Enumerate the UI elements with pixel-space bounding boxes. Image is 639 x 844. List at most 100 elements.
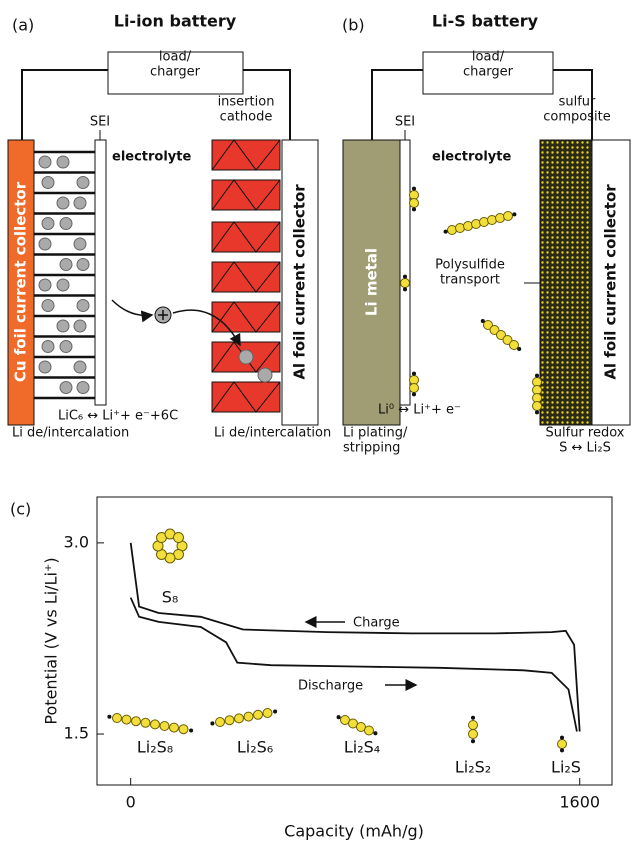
- li-atom: [412, 372, 416, 376]
- x-axis-label: Capacity (mAh/g): [284, 822, 424, 841]
- transport-label: Polysulfidetransport: [435, 257, 505, 287]
- li-ion: [239, 350, 253, 364]
- cathode-block: [212, 180, 280, 210]
- process-label: Li de/intercalation: [214, 426, 331, 441]
- li-ion: [60, 218, 72, 230]
- sulfur-atom: [170, 723, 179, 732]
- electrolyte-label: electrolyte: [112, 150, 191, 165]
- sulfur-atom: [365, 726, 374, 735]
- li-ion: [60, 341, 72, 353]
- curve: [131, 543, 580, 732]
- sulfur-atom: [263, 709, 272, 718]
- li-ion: [258, 368, 272, 382]
- sulfur-composite: [540, 140, 592, 425]
- li-atom: [535, 410, 539, 414]
- li-ion: [77, 300, 89, 312]
- sulfur-atom: [151, 720, 160, 729]
- li-ion: [60, 382, 72, 394]
- sulfur-atom: [160, 722, 169, 731]
- li-atom: [517, 347, 521, 351]
- li-ion: [39, 361, 51, 373]
- li-atom: [403, 287, 407, 291]
- cathode-block: [212, 302, 280, 332]
- sei-layer: [95, 140, 106, 405]
- li-atom: [444, 230, 448, 234]
- li-ion: [42, 218, 54, 230]
- sulfur-atom: [216, 718, 225, 727]
- series-label: Discharge: [298, 679, 363, 694]
- y-axis-label: Potential (V vs Li/Li⁺): [42, 557, 61, 724]
- x-tick-label: 0: [126, 793, 136, 812]
- cathode-block: [212, 262, 280, 292]
- reaction: LiC₆ ↔ Li⁺+ e⁻+6C: [58, 409, 178, 424]
- li-ion: [77, 177, 89, 189]
- li-atom: [560, 748, 564, 752]
- sulfur-atom: [469, 730, 478, 739]
- sulfur-atom: [225, 716, 234, 725]
- li-atom: [189, 728, 193, 732]
- species-label: Li₂S₈: [137, 738, 173, 757]
- y-tick-label: 3.0: [64, 532, 89, 551]
- species-label: S₈: [162, 588, 179, 607]
- li-ion: [60, 259, 72, 271]
- panel-label: (a): [12, 16, 34, 35]
- cathode-block: [212, 382, 280, 412]
- anode-label: Li metal: [363, 248, 381, 316]
- li-ion: [57, 156, 69, 168]
- sulfur-atom: [173, 533, 183, 543]
- collector-label: Al foil current collector: [602, 184, 620, 380]
- li-atom: [107, 715, 111, 719]
- li-atom: [412, 207, 416, 211]
- li-atom: [412, 187, 416, 191]
- li-atom: [273, 710, 277, 714]
- species-label: Li₂S₄: [344, 738, 380, 757]
- figure: (a) Li-ion battery load/charger SEI inse…: [0, 0, 639, 844]
- li-ion: [42, 177, 54, 189]
- li-atom: [412, 392, 416, 396]
- sulfur-atom: [141, 718, 150, 727]
- species-label: Li₂S: [551, 758, 581, 777]
- arrow: [112, 300, 152, 315]
- panel-label: (c): [10, 500, 31, 519]
- species-label: Li₂S₂: [455, 758, 491, 777]
- x-tick-label: 1600: [559, 793, 600, 812]
- process-label: Li plating/stripping: [343, 425, 408, 455]
- sulfur-atom: [533, 402, 542, 411]
- li-ion: [57, 279, 69, 291]
- cathode-block: [212, 222, 280, 252]
- panel-c: (c) Capacity (mAh/g) Potential (V vs Li/…: [10, 497, 612, 841]
- polysulfides: [401, 187, 542, 415]
- sulfur-atom: [254, 710, 263, 719]
- li-ion: [77, 382, 89, 394]
- sulfur-atom: [235, 714, 244, 723]
- li-ion: [74, 361, 86, 373]
- panel-label: (b): [342, 16, 365, 35]
- collector-label: Al foil current collector: [291, 184, 309, 380]
- li-ion: [57, 320, 69, 332]
- li-ion: [57, 197, 69, 209]
- electrolyte-label: electrolyte: [432, 150, 511, 165]
- li-atom: [337, 715, 341, 719]
- li-atom: [210, 721, 214, 725]
- li-ion: [77, 259, 89, 271]
- graphite: [34, 152, 95, 398]
- li-ion: [39, 238, 51, 250]
- li-atom: [535, 374, 539, 378]
- li-ion: [39, 156, 51, 168]
- sei-label: SEI: [90, 115, 110, 130]
- li-atom: [512, 212, 516, 216]
- li-atom: [471, 739, 475, 743]
- sulfur-atom: [504, 212, 513, 221]
- li-ion: [39, 279, 51, 291]
- li-ion: [74, 238, 86, 250]
- sulfur-atom: [113, 714, 122, 723]
- sulfur-atom: [558, 740, 567, 749]
- sei-label: SEI: [395, 115, 415, 130]
- li-atom: [471, 716, 475, 720]
- collector-label: Cu foil current collector: [12, 181, 30, 382]
- sei-layer: [400, 140, 410, 405]
- li-atom: [560, 736, 564, 740]
